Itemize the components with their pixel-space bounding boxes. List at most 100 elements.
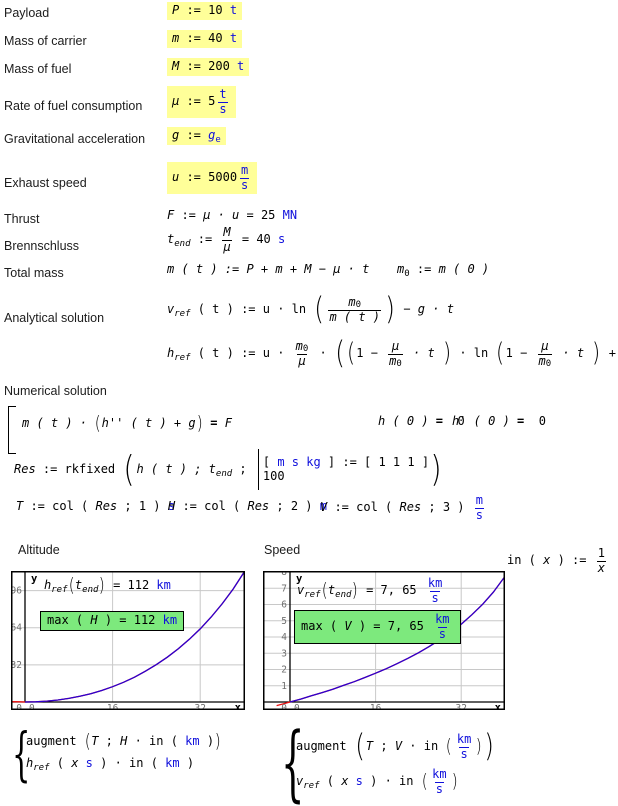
expr: h' ( 0 ): [452, 414, 510, 428]
thrust-label[interactable]: Thrust: [4, 212, 40, 226]
assign-op: :=: [179, 128, 209, 142]
altitude-trace-1[interactable]: augment (T ; H · in ( km )): [26, 730, 222, 753]
rparen: ): [99, 574, 106, 596]
rparen: ): [592, 337, 601, 368]
lparen: (: [314, 291, 325, 327]
totalmass-label[interactable]: Total mass: [4, 266, 64, 280]
carrier-label[interactable]: Mass of carrier: [4, 34, 87, 48]
altitude-trace-2[interactable]: h ref ( x s ) · in ( km ): [26, 756, 194, 773]
totalmass-definition[interactable]: m ( t ) := P + m + M − μ · t: [167, 262, 369, 277]
payload-definition[interactable]: P := 10 t: [167, 2, 243, 20]
unit: km: [162, 613, 178, 627]
boundary-condition-2[interactable]: h' ( 0 ) = 0: [452, 414, 546, 429]
carrier-definition[interactable]: m := 40 t: [167, 30, 243, 48]
max-V-result-box[interactable]: max ( V ) = 7, 65 km s: [294, 610, 461, 645]
trace-brace: {: [12, 720, 31, 788]
in-fn: in (: [507, 553, 544, 568]
svg-text:0: 0: [29, 703, 35, 710]
rparen: ): [476, 734, 482, 757]
arg-subscript: end: [335, 590, 352, 601]
value: 5000: [208, 170, 238, 185]
rparen: ): [196, 412, 203, 434]
value: ) = 112: [97, 613, 163, 627]
lparen: (: [355, 728, 365, 764]
plus: +: [608, 345, 616, 360]
exhaust-label[interactable]: Exhaust speed: [4, 176, 87, 190]
lparen: (: [68, 574, 75, 596]
rbracket-assign: ] := [ 1 1 1 ]: [320, 454, 430, 469]
fuel-definition[interactable]: M := 200 t: [167, 58, 250, 76]
max-fn: max (: [47, 613, 91, 627]
svg-text:6: 6: [281, 600, 287, 611]
numerical-label[interactable]: Numerical solution: [4, 384, 107, 398]
one-minus: 1 −: [356, 345, 386, 360]
lparen: (: [321, 579, 328, 602]
speed-title[interactable]: Speed: [264, 543, 301, 557]
space: [348, 775, 355, 789]
svg-text:8: 8: [281, 571, 287, 578]
svg-text:4: 4: [281, 632, 287, 643]
value: 25: [260, 208, 283, 222]
arg: x: [543, 553, 551, 568]
rate-label[interactable]: Rate of fuel consumption: [4, 99, 143, 113]
fn-subscript: ref: [174, 308, 191, 319]
ode-equation[interactable]: m ( t ) · (h'' ( t ) + g) = F: [22, 412, 232, 435]
lparen: (: [94, 412, 101, 434]
value: = 112: [105, 578, 157, 593]
brennschluss-label[interactable]: Brennschluss: [4, 239, 80, 253]
args: h ( t ) ; t: [136, 461, 216, 476]
speed-trace-1[interactable]: augment (T ; V · in (km s)): [296, 728, 495, 765]
vref-definition[interactable]: v ref ( t ) := u · ln (m 0 m ( t )) − g · t: [167, 291, 454, 328]
unit: s: [167, 499, 175, 513]
rkfixed-definition[interactable]: Res := rkfixed (h ( t ) ; t end ; [ m s k…: [14, 449, 443, 491]
boundary-condition-1[interactable]: h ( 0 ) = 0: [378, 414, 465, 429]
altitude-title[interactable]: Altitude: [18, 543, 60, 557]
svg-text:y: y: [31, 573, 38, 585]
altitude-plot[interactable]: 0 32 64 96 0 16 32 y x: [11, 571, 245, 710]
fuel-label[interactable]: Mass of fuel: [4, 62, 72, 76]
g-subscript: e: [215, 134, 221, 145]
max-H-result-box[interactable]: max ( H ) = 112 km: [40, 611, 185, 631]
var-subscript: 0: [404, 268, 410, 279]
lparen: (: [421, 770, 428, 793]
gravity-label[interactable]: Gravitational acceleration: [4, 132, 146, 146]
col-H-definition[interactable]: H := col ( Res ; 2 ) m: [168, 499, 327, 514]
dot-t: · t: [555, 345, 592, 360]
var: H: [168, 499, 176, 513]
rhs: 0: [531, 414, 546, 428]
svg-text:x: x: [495, 702, 502, 710]
fn-subscript: ref: [51, 584, 68, 595]
href-result-annotation[interactable]: h ref(t end) = 112 km: [44, 574, 171, 597]
svg-text:2: 2: [281, 665, 287, 676]
unit: t: [229, 31, 238, 45]
svg-text:16: 16: [107, 703, 119, 710]
vref-result-annotation[interactable]: v ref(t end) = 7, 65 km s: [297, 576, 446, 605]
var: T: [16, 499, 24, 513]
thrust-definition[interactable]: F := μ · u = 25 MN: [167, 208, 297, 223]
index: ; 1 ): [117, 499, 168, 513]
var: u: [172, 170, 180, 185]
bool-equals: =: [509, 414, 532, 428]
col-T-definition[interactable]: T := col ( Res ; 1 ) s: [16, 499, 175, 514]
fn-subscript: ref: [303, 781, 320, 792]
arg: t: [74, 578, 83, 593]
payload-label[interactable]: Payload: [4, 6, 50, 20]
exhaust-definition[interactable]: u := 5000 m s: [167, 162, 258, 195]
analytical-label[interactable]: Analytical solution: [4, 311, 105, 325]
speed-trace-2[interactable]: v ref ( x s ) · in (km s): [296, 767, 458, 796]
bool-equals: =: [203, 416, 225, 431]
rparen: ): [214, 730, 221, 752]
T-var: T: [365, 738, 374, 753]
close: ): [199, 734, 215, 749]
